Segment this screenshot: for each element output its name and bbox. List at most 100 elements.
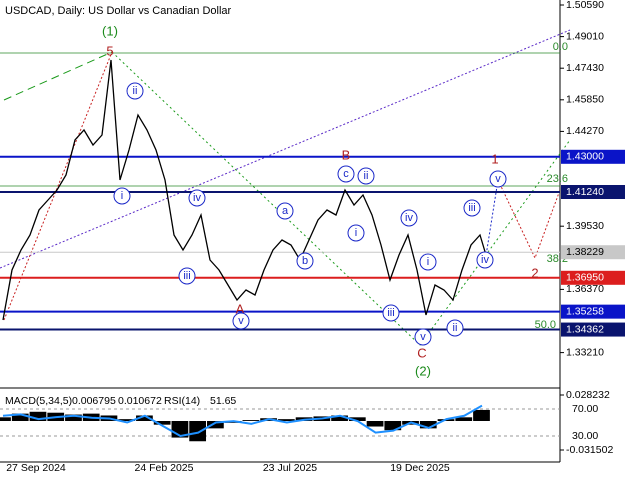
indicator-label: 0.010672 — [118, 395, 162, 407]
wave-label: v — [238, 315, 244, 327]
y-tick-label: 1.36370 — [566, 283, 604, 295]
wave-marker — [296, 252, 314, 270]
wave-label: i — [121, 190, 123, 202]
level-label: 1.41240 — [566, 186, 604, 198]
fib-label: 50.0 — [535, 319, 556, 331]
wave-marker — [126, 82, 144, 100]
wave-marker — [232, 312, 250, 330]
wave-label: (1) — [102, 23, 118, 38]
macd-bar — [331, 415, 348, 421]
wave-label: iv — [405, 212, 413, 224]
macd-bar — [277, 419, 295, 421]
wave-label: v — [495, 173, 501, 185]
macd-bar — [136, 415, 153, 421]
wave-label: 2 — [531, 265, 538, 280]
wave-label: i — [355, 227, 357, 239]
level-label: 1.38229 — [566, 246, 604, 258]
level-box — [561, 304, 625, 319]
chart-title: USDCAD, Daily: US Dollar vs Canadian Dol… — [5, 5, 232, 17]
macd-bar — [207, 420, 224, 429]
forecast-line — [497, 179, 561, 260]
wave-marker — [188, 189, 206, 207]
wave-marker — [357, 167, 375, 185]
wave-label: A — [236, 301, 245, 316]
fib-label: 23.6 — [547, 173, 568, 185]
wave-label: (2) — [415, 363, 431, 378]
macd-bar — [153, 420, 171, 425]
indicator-label: RSI(14) — [164, 395, 200, 407]
macd-bar — [11, 413, 29, 421]
macd-bar — [419, 420, 437, 429]
macd-bar — [366, 420, 384, 427]
x-tick-label: 27 Sep 2024 — [6, 462, 66, 474]
y2-tick-label: 30.00 — [572, 430, 598, 442]
forecast-line — [484, 179, 499, 263]
macd-bar — [242, 420, 260, 421]
y2-tick-label: 70.00 — [572, 403, 598, 415]
wave-line — [3, 51, 113, 321]
macd-bar — [189, 420, 207, 442]
wave-label: i — [427, 256, 429, 268]
wave-marker — [347, 224, 365, 242]
y-tick-label: -0.031502 — [566, 444, 613, 456]
level-box — [561, 185, 625, 199]
wave-marker — [446, 319, 464, 337]
macd-bar — [384, 420, 402, 431]
level-box — [561, 270, 625, 285]
wave-label: a — [282, 205, 289, 217]
wave-marker — [178, 267, 196, 285]
y-tick-label: 0.028232 — [566, 389, 610, 401]
wave-label: B — [342, 147, 351, 162]
level-label: 1.35258 — [566, 305, 604, 317]
macd-bar — [118, 419, 136, 421]
level-box — [561, 149, 625, 164]
macd-bar — [473, 409, 490, 421]
wave-marker — [463, 199, 481, 217]
wave-label: iv — [193, 192, 201, 204]
y-tick-label: 1.44270 — [566, 125, 604, 137]
wave-label: b — [302, 255, 308, 267]
wave-marker — [276, 202, 294, 220]
wave-label: v — [420, 331, 426, 343]
wave-label: c — [343, 168, 349, 180]
wave-label: ii — [364, 170, 369, 182]
level-box — [561, 245, 625, 260]
y-tick-label: 1.49010 — [566, 30, 604, 42]
rsi-line — [2, 404, 483, 438]
y-tick-label: 1.39530 — [566, 220, 604, 232]
wave-label: ii — [133, 85, 138, 97]
wave-label: iv — [481, 254, 489, 266]
y-tick-label: 1.33210 — [566, 346, 604, 358]
macd-bar — [29, 411, 47, 421]
y-tick-label: 1.47430 — [566, 62, 604, 74]
wave-marker — [337, 165, 355, 183]
wave-marker — [113, 187, 131, 205]
wave-label: 5 — [106, 43, 113, 58]
indicator-label: MACD(5,34,5) — [5, 395, 72, 407]
price-line — [2, 59, 490, 321]
fib-label: 0.0 — [553, 41, 568, 53]
wave-marker — [382, 304, 400, 322]
trend-line — [0, 29, 571, 269]
wave-label: C — [417, 345, 426, 360]
wave-marker — [414, 328, 432, 346]
wave-label: ii — [453, 322, 458, 334]
y-tick-label: 1.50590 — [566, 0, 604, 11]
wave-marker — [419, 253, 437, 271]
wave-label: iii — [183, 270, 190, 282]
macd-bar — [0, 417, 11, 421]
macd-bar — [65, 414, 82, 421]
macd-bar — [348, 417, 366, 421]
x-tick-label: 24 Feb 2025 — [135, 462, 194, 474]
trend-line — [3, 51, 113, 101]
y-tick-label: 1.45850 — [566, 94, 604, 106]
fib-line — [111, 51, 571, 346]
wave-label: 1 — [491, 151, 498, 166]
indicator-label: 51.65 — [210, 395, 236, 407]
wave-marker — [400, 209, 418, 227]
level-label: 1.43000 — [566, 151, 604, 163]
x-tick-label: 19 Dec 2025 — [390, 462, 450, 474]
wave-marker — [489, 170, 507, 188]
